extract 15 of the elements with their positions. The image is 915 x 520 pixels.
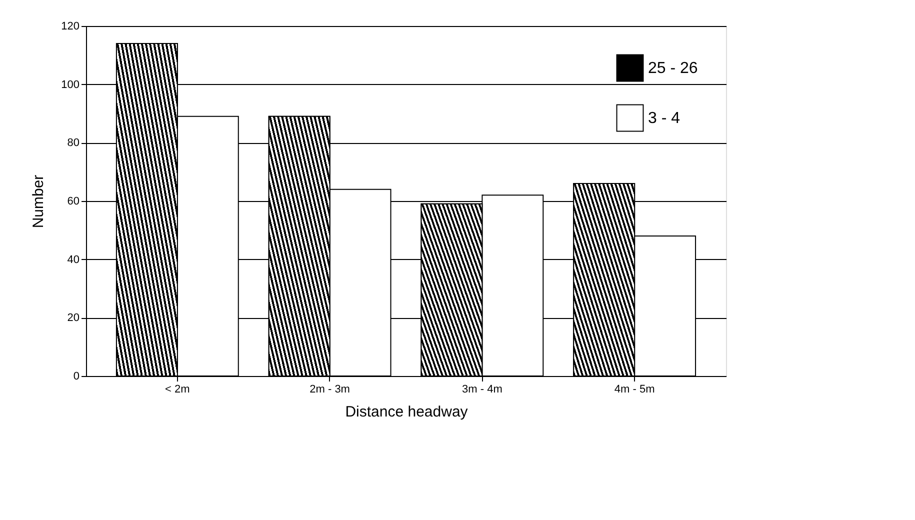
y-tick-label: 20 [67, 312, 80, 324]
y-tick-label: 60 [67, 196, 80, 208]
y-tick-label: 80 [67, 137, 80, 150]
y-tick-label: 100 [61, 78, 80, 91]
x-tick-label: 4m - 5m [614, 384, 655, 396]
x-tick-label: 3m - 4m [462, 384, 502, 396]
y-tick-label: 0 [73, 370, 80, 382]
legend-label: 25 - 26 [648, 60, 698, 77]
x-axis-title: Distance headway [345, 404, 468, 420]
x-tick-label: 2m - 3m [310, 384, 350, 396]
y-tick-label: 40 [67, 254, 80, 266]
y-tick-label: 120 [61, 20, 80, 32]
y-axis-title: Number [30, 174, 48, 228]
legend-label: 3 - 4 [648, 110, 680, 127]
x-tick-label: < 2m [165, 384, 190, 396]
